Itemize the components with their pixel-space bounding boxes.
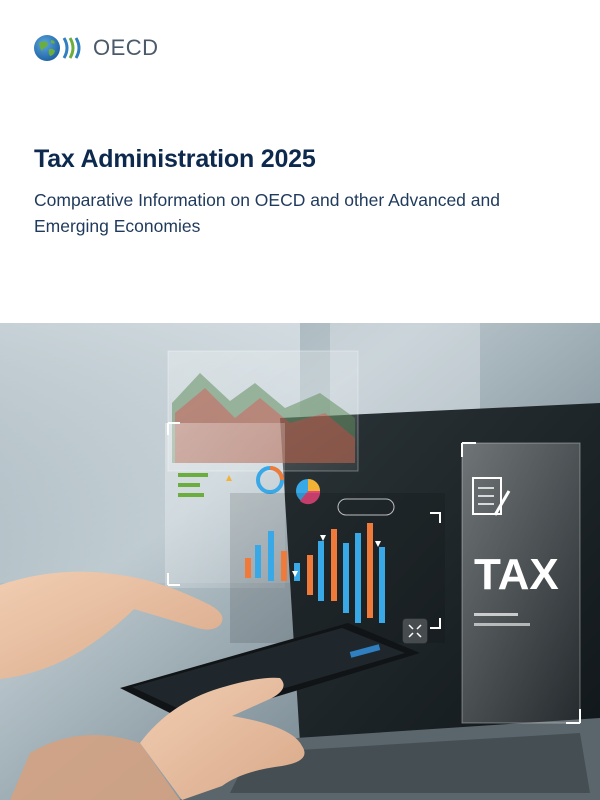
donut-chart-icon [256,466,284,494]
oecd-logo: OECD [33,34,159,62]
oecd-globe-icon [34,35,81,61]
pencil-icon [493,490,511,516]
checklist-icon [472,477,502,515]
oecd-wordmark: OECD [93,35,159,60]
report-subtitle: Comparative Information on OECD and othe… [34,190,500,236]
report-title: Tax Administration 2025 [34,145,316,173]
expand-icon [402,618,428,644]
tax-label: TAX [474,550,559,599]
holo-left-panel [165,422,321,588]
pie-chart-icon [296,479,321,505]
cover-illustration: TAX [0,323,600,800]
holo-bar-chart [230,493,445,643]
holo-area-chart [167,350,359,472]
right-hand [140,677,305,800]
left-hand [0,571,223,679]
cover-photo: TAX [0,323,600,800]
holo-tax-panel: TAX [461,442,581,724]
